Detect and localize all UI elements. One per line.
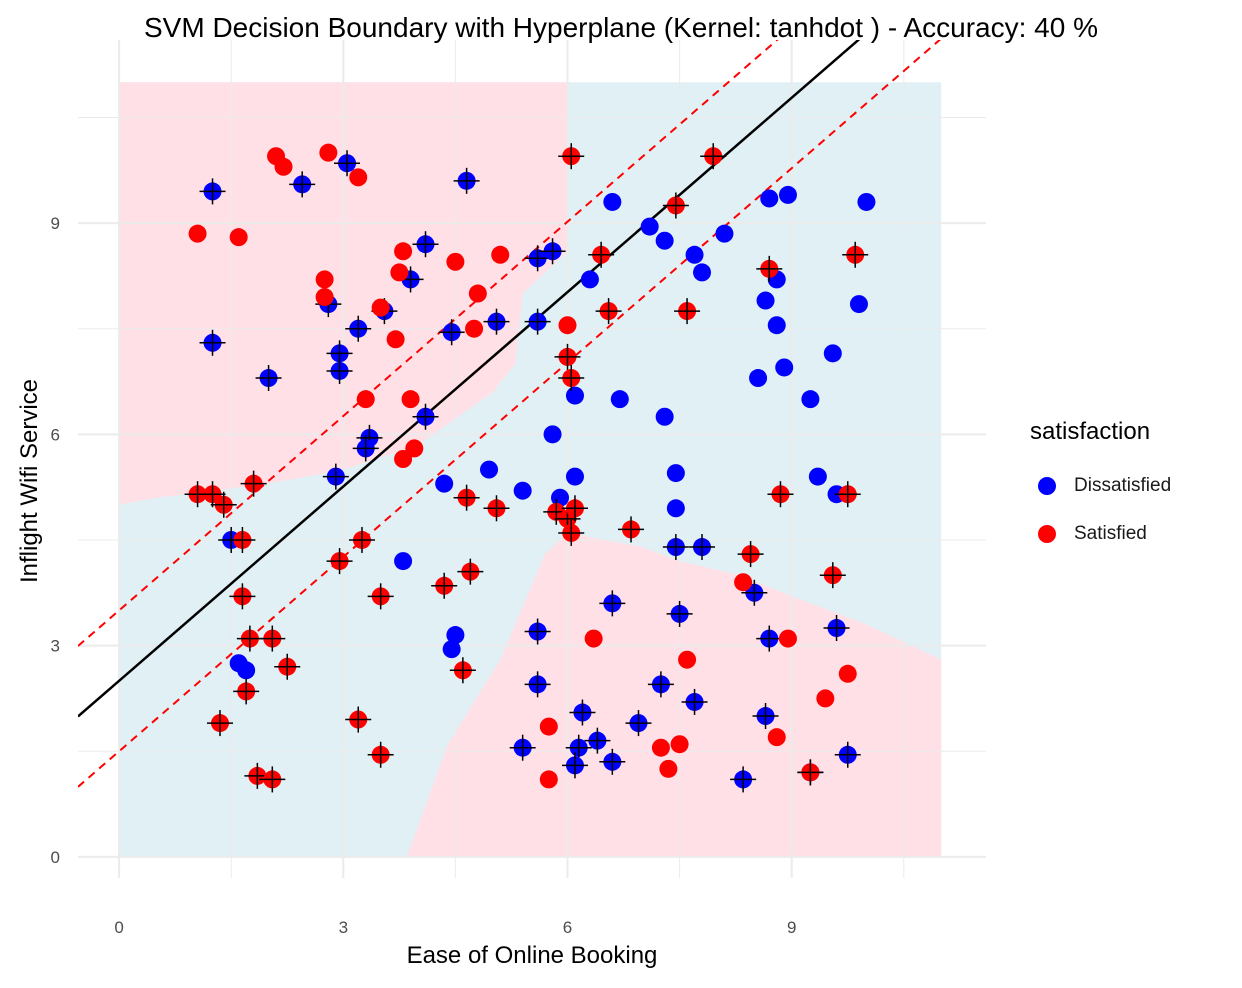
legend-label-dissatisfied: Dissatisfied — [1074, 475, 1172, 496]
data-point-dissatisfied — [666, 464, 685, 483]
legend-title: satisfaction — [1030, 418, 1151, 445]
data-point-satisfied — [274, 157, 293, 176]
data-point-dissatisfied — [480, 460, 499, 479]
data-point-satisfied — [838, 664, 857, 683]
data-point-satisfied — [315, 288, 334, 307]
data-point-dissatisfied — [543, 425, 562, 444]
data-point-satisfied — [315, 270, 334, 289]
data-point-satisfied — [188, 224, 207, 243]
data-point-satisfied — [356, 390, 375, 409]
data-point-satisfied — [651, 738, 670, 757]
data-point-satisfied — [401, 390, 420, 409]
legend-key-satisfied — [1038, 525, 1056, 543]
y-tick-label: 6 — [51, 425, 60, 444]
data-point-dissatisfied — [808, 467, 827, 486]
data-point-dissatisfied — [715, 224, 734, 243]
data-point-dissatisfied — [756, 291, 775, 310]
data-point-satisfied — [394, 242, 413, 261]
y-tick-label: 9 — [51, 214, 60, 233]
legend-key-dissatisfied — [1038, 477, 1056, 495]
x-tick-label: 6 — [563, 918, 572, 937]
data-point-dissatisfied — [849, 295, 868, 314]
data-point-satisfied — [670, 735, 689, 754]
data-point-satisfied — [465, 319, 484, 338]
data-point-satisfied — [539, 770, 558, 789]
data-point-dissatisfied — [551, 488, 570, 507]
data-point-satisfied — [405, 439, 424, 458]
margin-line-2 — [78, 40, 942, 788]
x-tick-label: 9 — [787, 918, 796, 937]
data-point-dissatisfied — [513, 481, 532, 500]
data-point-dissatisfied — [610, 390, 629, 409]
data-point-satisfied — [734, 573, 753, 592]
data-point-dissatisfied — [565, 467, 584, 486]
data-point-dissatisfied — [580, 270, 599, 289]
data-point-satisfied — [319, 143, 338, 162]
data-point-dissatisfied — [823, 344, 842, 363]
data-point-dissatisfied — [394, 552, 413, 571]
data-point-dissatisfied — [760, 189, 779, 208]
data-point-dissatisfied — [435, 474, 454, 493]
data-point-dissatisfied — [565, 386, 584, 405]
legend: satisfaction Dissatisfied Satisfied — [1030, 418, 1171, 558]
data-point-dissatisfied — [778, 185, 797, 204]
data-point-dissatisfied — [693, 263, 712, 282]
data-point-satisfied — [678, 650, 697, 669]
data-point-satisfied — [446, 252, 465, 271]
data-point-satisfied — [371, 298, 390, 317]
data-point-satisfied — [659, 759, 678, 778]
data-point-satisfied — [539, 717, 558, 736]
data-point-satisfied — [394, 450, 413, 468]
data-point-dissatisfied — [666, 499, 685, 518]
data-point-dissatisfied — [749, 369, 768, 388]
data-points — [184, 143, 876, 793]
y-tick-label: 3 — [51, 637, 60, 656]
data-point-dissatisfied — [775, 358, 794, 377]
data-point-satisfied — [386, 330, 405, 349]
x-tick-label: 0 — [114, 918, 123, 937]
legend-item-dissatisfied: Dissatisfied — [1030, 462, 1171, 510]
legend-label-satisfied: Satisfied — [1074, 523, 1147, 544]
data-point-dissatisfied — [446, 626, 465, 645]
data-point-satisfied — [558, 316, 577, 335]
data-point-dissatisfied — [685, 245, 704, 264]
chart-title: SVM Decision Boundary with Hyperplane (K… — [143, 12, 1098, 43]
y-axis-label: Inflight Wifi Service — [16, 378, 43, 584]
data-point-dissatisfied — [442, 640, 461, 659]
data-point-dissatisfied — [640, 217, 659, 236]
data-point-satisfied — [491, 245, 510, 264]
data-point-dissatisfied — [603, 192, 622, 211]
data-point-satisfied — [816, 689, 835, 708]
x-axis-label: Ease of Online Booking — [406, 942, 658, 969]
data-point-dissatisfied — [237, 661, 256, 680]
grid-lines — [78, 40, 986, 878]
y-tick-label: 0 — [51, 848, 60, 867]
margin-line-1 — [78, 40, 779, 647]
data-point-dissatisfied — [801, 390, 820, 409]
data-point-dissatisfied — [655, 407, 674, 426]
data-point-dissatisfied — [655, 231, 674, 250]
tick-labels: 0 3 6 9 0 3 6 9 — [51, 214, 797, 937]
legend-item-satisfied: Satisfied — [1030, 510, 1171, 558]
x-tick-label: 3 — [339, 918, 348, 937]
data-point-satisfied — [778, 629, 797, 648]
data-point-satisfied — [229, 228, 248, 247]
data-point-dissatisfied — [767, 316, 786, 335]
data-point-dissatisfied — [857, 192, 876, 211]
data-point-satisfied — [767, 728, 786, 747]
data-point-satisfied — [390, 263, 409, 282]
data-point-satisfied — [584, 629, 603, 648]
data-point-satisfied — [349, 168, 368, 187]
data-point-satisfied — [468, 284, 487, 303]
